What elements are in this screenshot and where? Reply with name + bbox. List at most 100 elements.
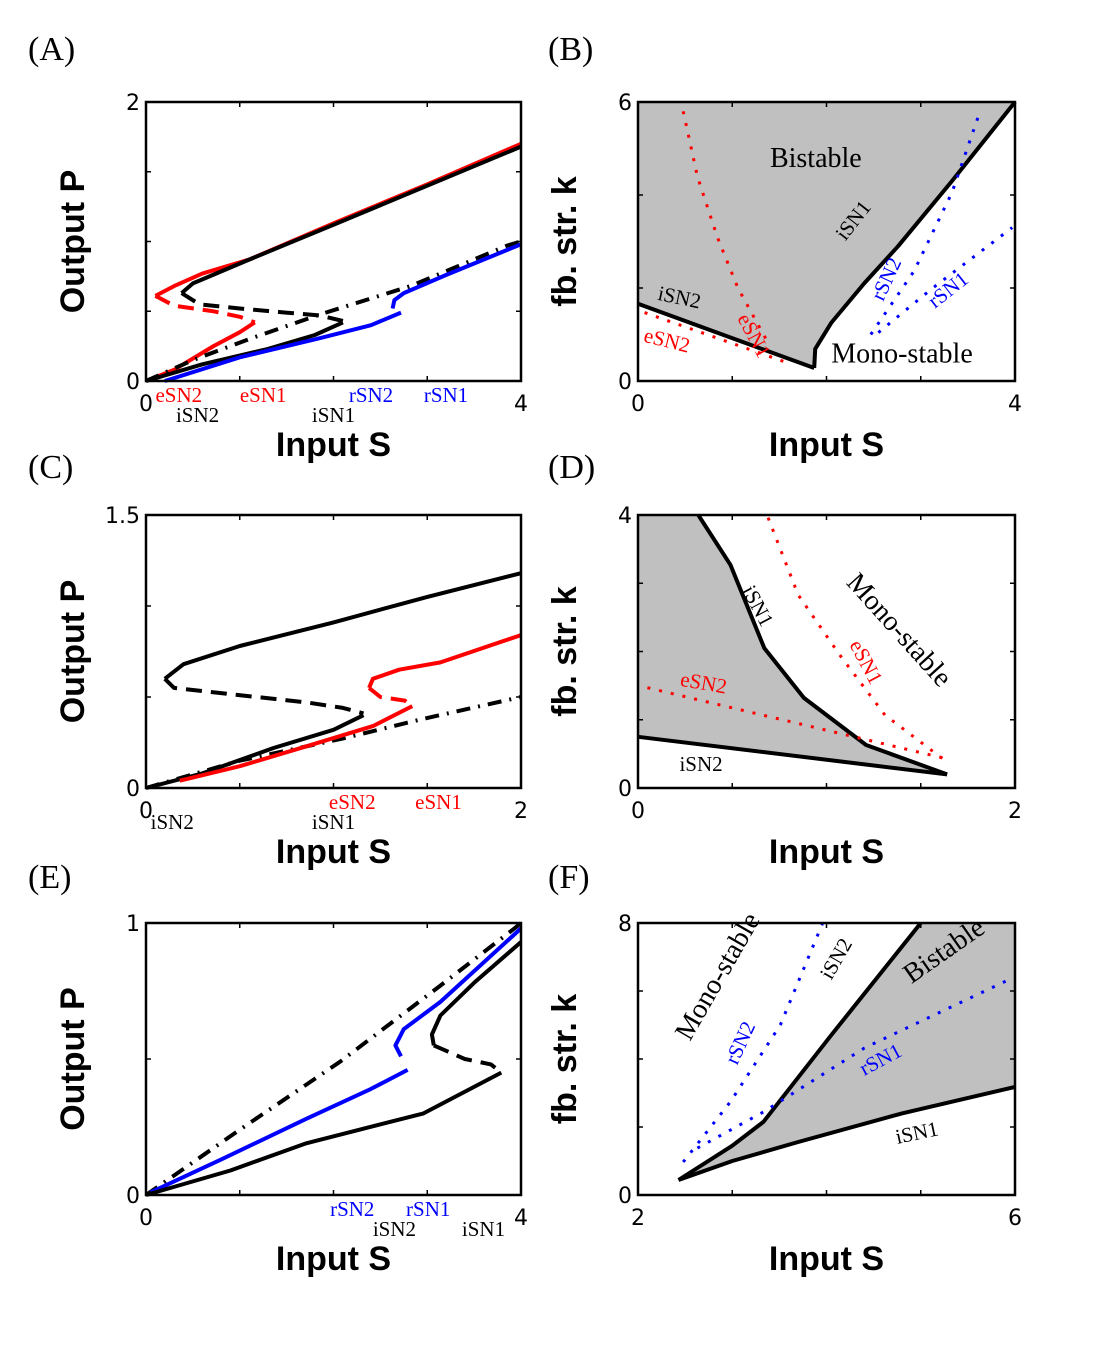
- panel-label: (B): [548, 31, 593, 68]
- y-tick-label: 6: [618, 91, 632, 116]
- curve-iSN1: [696, 513, 948, 777]
- curve-eSN1: [681, 110, 770, 344]
- y-tick-label: 4: [618, 504, 632, 529]
- y-axis-label: Output P: [54, 987, 92, 1131]
- x-tick-label: 2: [631, 1206, 645, 1231]
- x-axis-label: Input S: [769, 426, 884, 464]
- region-label: Bistable: [770, 143, 862, 174]
- curve-iSN2: [677, 921, 923, 1182]
- panel-label: (A): [28, 31, 75, 68]
- curve-blue-lower-stable: [164, 310, 402, 383]
- y-tick-label: 0: [126, 370, 140, 395]
- bifurcation-label: iSN1: [462, 1217, 505, 1241]
- y-axis-label: fb. str. k: [546, 586, 584, 716]
- y-tick-label: 0: [618, 1184, 632, 1209]
- bifurcation-label: iSN1: [312, 403, 355, 427]
- bifurcation-label: iSN2: [373, 1217, 416, 1241]
- curve-black-unstable: [180, 291, 344, 323]
- x-tick-label: 4: [514, 1206, 528, 1231]
- curve-red-upper-stable: [367, 633, 522, 689]
- curve-rSN2: [869, 110, 982, 336]
- bifurcation-label: eSN2: [329, 790, 376, 814]
- x-tick-label: 2: [1008, 799, 1022, 824]
- region-label: Mono-stable: [831, 338, 973, 369]
- bifurcation-label: rSN1: [424, 383, 468, 407]
- bifurcation-label: eSN2: [155, 383, 202, 407]
- y-tick-label: 8: [618, 912, 632, 937]
- y-tick-label: 2: [126, 91, 140, 116]
- bistable-region: [678, 923, 1015, 1180]
- y-tick-label: 0: [126, 1184, 140, 1209]
- y-tick-label: 0: [618, 777, 632, 802]
- curve-iSN2: [637, 734, 948, 777]
- curve-red-upper-stable: [154, 141, 522, 298]
- x-axis-label: Input S: [769, 1240, 884, 1278]
- x-tick-label: 4: [514, 392, 528, 417]
- bifurcation-label: rSN2: [330, 1197, 374, 1221]
- curve-label: rSN1: [923, 267, 973, 313]
- x-axis-label: Input S: [769, 833, 884, 871]
- bifurcation-label: eSN1: [240, 383, 287, 407]
- curve-label: iSN2: [679, 752, 722, 776]
- x-tick-label: 0: [139, 392, 153, 417]
- curve-blue-lower-stable: [149, 1068, 409, 1195]
- curve-label: eSN1: [845, 636, 888, 688]
- bifurcation-label: iSN2: [176, 403, 219, 427]
- curve-label: iSN1: [893, 1116, 940, 1148]
- curve-red-unstable: [367, 686, 414, 708]
- y-tick-label: 1: [126, 912, 140, 937]
- curve-red-lower-stable: [145, 320, 256, 383]
- y-tick-label: 1.5: [105, 504, 140, 529]
- plot-frame: [144, 513, 523, 790]
- curve-eSN2: [647, 686, 944, 760]
- curve-red-lower-stable: [179, 704, 414, 783]
- region-label: Mono-stable: [840, 567, 958, 693]
- curve-eSN2: [644, 311, 789, 365]
- panel-b: (B) 0 4 0 6 Input S fb. str. k Bistable Mono-sta…: [546, 31, 1022, 464]
- x-tick-label: 6: [1008, 1206, 1022, 1231]
- curve-black-unstable: [163, 677, 365, 716]
- curve-black-lower-stable: [145, 1070, 503, 1197]
- curve-iSN2: [637, 301, 815, 370]
- curve-black-dashdot: [145, 695, 522, 790]
- curve-label: rSN2: [720, 1018, 760, 1068]
- curve-blue-upper-stable: [393, 926, 523, 1058]
- bifurcation-label: rSN1: [406, 1197, 450, 1221]
- curve-rSN2: [682, 922, 825, 1163]
- x-axis-label: Input S: [276, 833, 391, 871]
- curve-rSN1: [696, 976, 1013, 1150]
- panel-label: (D): [548, 449, 595, 486]
- curve-iSN1: [812, 100, 1017, 369]
- x-tick-label: 2: [514, 799, 528, 824]
- bifurcation-label: iSN2: [151, 810, 194, 834]
- panel-label: (E): [28, 859, 71, 896]
- x-axis-label: Input S: [276, 1240, 391, 1278]
- plot-frame: [144, 100, 523, 383]
- y-tick-label: 0: [126, 777, 140, 802]
- curve-iSN1: [677, 1084, 1016, 1182]
- y-axis-label: Output P: [54, 580, 92, 724]
- panel-label: (C): [28, 449, 73, 486]
- y-axis-label: fb. str. k: [546, 176, 584, 306]
- panel-a: (A) 0 4 0 2 Input S Output P eSN2 eSN1 rSN2 rSN1 iS…: [28, 31, 528, 464]
- x-tick-label: 4: [1008, 392, 1022, 417]
- curve-blue-upper-stable: [390, 242, 522, 309]
- curve-red-unstable: [154, 294, 256, 325]
- x-tick-label: 0: [631, 799, 645, 824]
- x-axis-label: Input S: [276, 426, 391, 464]
- curve-black-upper-stable: [163, 571, 522, 681]
- curve-black-dashdot: [145, 239, 522, 383]
- x-tick-label: 0: [139, 799, 153, 824]
- bifurcation-label: eSN1: [415, 790, 462, 814]
- bifurcation-label: iSN1: [312, 810, 355, 834]
- curve-black-upper-stable: [180, 144, 522, 295]
- x-tick-label: 0: [631, 392, 645, 417]
- y-axis-label: fb. str. k: [546, 994, 584, 1124]
- x-tick-label: 0: [139, 1206, 153, 1231]
- curve-black-unstable: [432, 1043, 503, 1075]
- y-tick-label: 0: [618, 370, 632, 395]
- panel-label: (F): [548, 859, 590, 896]
